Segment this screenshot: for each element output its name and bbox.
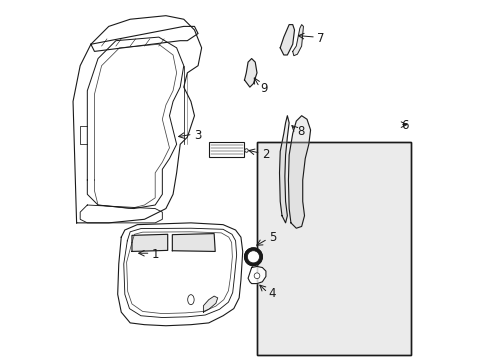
Polygon shape (247, 266, 265, 284)
Text: 8: 8 (297, 125, 304, 138)
Polygon shape (244, 59, 257, 87)
Text: 3: 3 (193, 129, 201, 142)
Text: 1: 1 (151, 248, 159, 261)
Polygon shape (203, 296, 217, 312)
Polygon shape (280, 24, 294, 55)
Circle shape (254, 273, 259, 279)
Text: 6: 6 (400, 119, 407, 132)
Text: 4: 4 (268, 287, 276, 300)
Polygon shape (279, 116, 288, 223)
Text: 5: 5 (268, 231, 276, 244)
Polygon shape (172, 234, 215, 251)
Text: 7: 7 (316, 32, 324, 45)
Polygon shape (288, 116, 310, 228)
Bar (257, 143, 410, 355)
Text: 2: 2 (261, 148, 268, 161)
Polygon shape (132, 234, 167, 251)
Polygon shape (292, 24, 303, 56)
Ellipse shape (187, 295, 194, 305)
Text: 9: 9 (260, 82, 267, 95)
Bar (208, 143, 244, 157)
Bar (257, 143, 410, 355)
Circle shape (247, 251, 259, 263)
